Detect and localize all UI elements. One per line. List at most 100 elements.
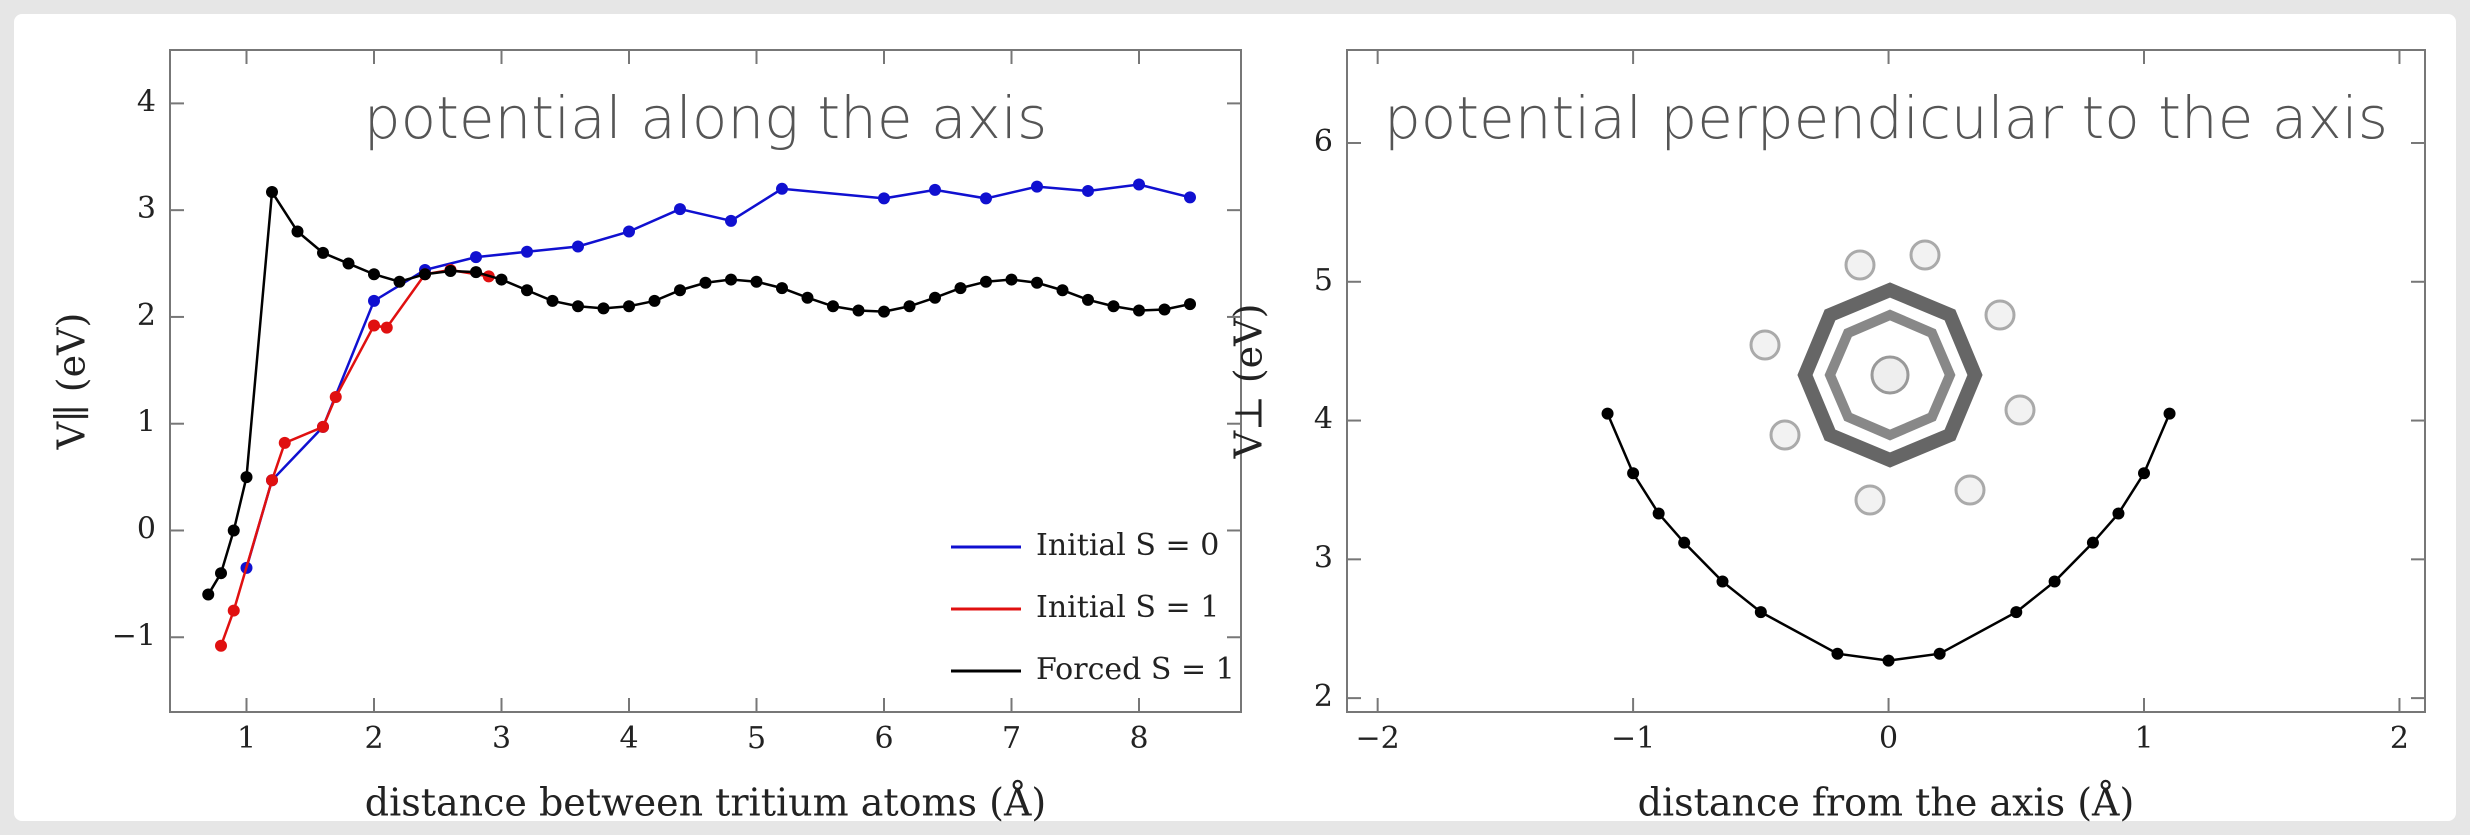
card <box>14 14 2456 821</box>
data-point <box>227 604 240 617</box>
x-axis-label: distance from the axis (Å) <box>1638 781 2135 825</box>
data-point <box>597 302 610 315</box>
molecule-image <box>1749 239 2036 516</box>
chart-title: potential perpendicular to the axis <box>1384 84 2388 152</box>
data-point <box>1601 407 1614 420</box>
y-tick-label: 6 <box>1314 124 1333 159</box>
y-tick-label: 4 <box>137 84 156 119</box>
data-point <box>266 474 278 487</box>
data-point <box>240 471 253 484</box>
y-axis-label: V∥ (eV) <box>50 313 94 451</box>
y-tick-label: 3 <box>1314 540 1333 575</box>
y-tick-label: 3 <box>137 191 156 226</box>
x-tick-label: 5 <box>747 721 766 756</box>
data-point <box>878 192 890 205</box>
data-point <box>1882 654 1895 667</box>
data-point <box>521 284 533 297</box>
data-point <box>317 246 329 259</box>
data-point <box>368 294 380 307</box>
x-tick-label: 3 <box>492 721 511 756</box>
data-point <box>278 436 291 449</box>
data-point <box>1627 467 1640 480</box>
x-tick-label: 4 <box>619 721 638 756</box>
data-point <box>1652 507 1665 520</box>
data-point <box>1933 647 1946 660</box>
data-point <box>1082 184 1094 197</box>
data-point <box>291 225 304 238</box>
data-point <box>827 300 839 313</box>
data-point <box>521 245 533 258</box>
y-tick-label: 4 <box>1314 402 1333 437</box>
data-point <box>750 275 763 288</box>
data-point <box>674 203 686 216</box>
y-tick-label: 2 <box>1314 679 1333 714</box>
data-point <box>202 588 215 601</box>
data-point <box>2048 575 2061 588</box>
data-point <box>1031 276 1043 289</box>
data-point <box>2010 606 2023 619</box>
data-point <box>572 240 584 253</box>
data-point <box>380 321 393 334</box>
data-point <box>1056 284 1069 297</box>
y-axis-label: V⊥ (eV) <box>1227 304 1271 460</box>
data-point <box>1678 536 1691 549</box>
data-point <box>215 567 227 580</box>
data-point <box>2163 407 2176 420</box>
data-point <box>648 294 661 307</box>
data-point <box>929 183 941 196</box>
data-point <box>878 305 890 318</box>
data-point <box>368 319 380 332</box>
data-point <box>725 214 737 227</box>
data-point <box>852 304 865 317</box>
x-tick-label: 1 <box>237 721 256 756</box>
x-axis-label: distance between tritium atoms (Å) <box>365 781 1046 825</box>
data-point <box>725 273 737 286</box>
data-point <box>2112 507 2125 520</box>
y-tick-label: −1 <box>112 618 156 653</box>
data-point <box>266 186 278 199</box>
data-point <box>419 268 431 281</box>
x-tick-label: 2 <box>2390 721 2409 756</box>
data-point <box>776 282 788 295</box>
data-point <box>1133 304 1145 317</box>
plot-frame <box>1346 49 2426 713</box>
data-point <box>776 182 788 195</box>
x-tick-label: 2 <box>364 721 383 756</box>
data-point <box>699 276 712 289</box>
data-point <box>623 300 635 313</box>
data-point <box>1082 293 1094 306</box>
data-point <box>929 291 941 304</box>
data-point <box>2086 536 2099 549</box>
legend-label: Initial S = 1 <box>1036 590 1219 625</box>
data-point <box>1107 300 1120 313</box>
y-tick-label: 5 <box>1314 263 1333 298</box>
data-point <box>1133 178 1145 191</box>
data-point <box>546 294 559 307</box>
data-point <box>903 300 916 313</box>
plot-frame <box>169 49 1242 713</box>
data-point <box>954 282 967 295</box>
legend-label: Initial S = 0 <box>1036 528 1219 563</box>
data-point <box>801 291 814 304</box>
data-point <box>444 265 457 278</box>
data-point <box>572 300 584 313</box>
data-point <box>470 251 482 264</box>
data-point <box>1716 575 1729 588</box>
data-point <box>227 524 240 537</box>
data-point <box>1005 273 1018 286</box>
data-point <box>674 284 686 297</box>
data-point <box>623 225 635 238</box>
x-tick-label: 0 <box>1879 721 1898 756</box>
x-tick-label: 6 <box>874 721 893 756</box>
data-point <box>1031 180 1043 193</box>
x-tick-label: 7 <box>1002 721 1021 756</box>
data-point <box>1184 298 1196 311</box>
data-point <box>1184 191 1196 204</box>
x-tick-label: −1 <box>1611 721 1655 756</box>
data-point <box>329 391 342 404</box>
data-point <box>393 275 406 288</box>
data-point <box>215 639 227 652</box>
x-tick-label: 1 <box>2134 721 2153 756</box>
data-point <box>1831 647 1844 660</box>
